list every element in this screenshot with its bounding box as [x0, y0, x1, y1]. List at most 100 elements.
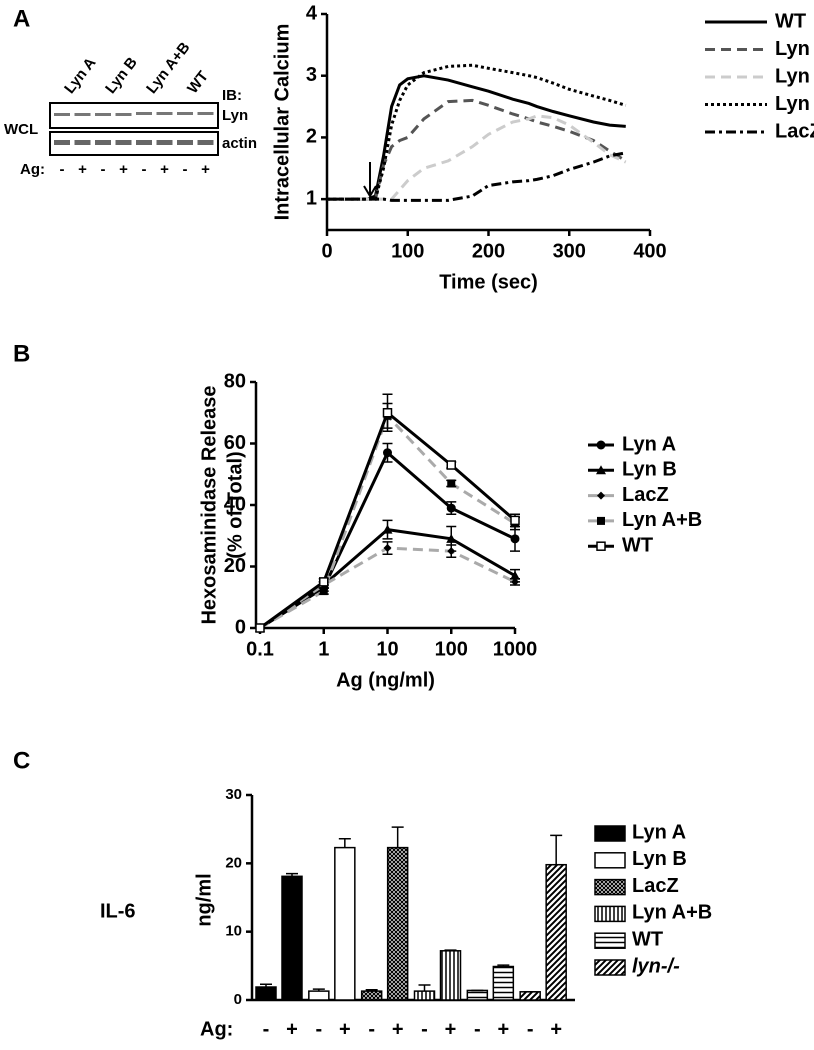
series-line	[327, 151, 627, 202]
x-tick-label: +	[445, 1018, 457, 1040]
marker	[446, 503, 456, 513]
y-axis-title: Hexosaminidase Release	[198, 385, 220, 624]
band	[156, 112, 173, 115]
band	[115, 140, 132, 145]
band	[177, 140, 193, 145]
stimulus-arrow	[363, 162, 377, 198]
y-tick-label: 3	[306, 64, 317, 86]
error-bar	[418, 984, 431, 992]
y-tick-label: 0	[235, 616, 246, 638]
marker	[382, 524, 393, 534]
legend-label: lyn-/-	[632, 955, 680, 977]
legend-label: LacZ	[622, 484, 669, 506]
treatment-sign: +	[160, 161, 169, 178]
x-tick-label: +	[550, 1018, 562, 1040]
legend-swatch	[594, 825, 626, 842]
marker	[447, 479, 456, 488]
blot-row-label: Lyn	[222, 107, 248, 124]
series-line	[259, 546, 516, 630]
error-bar	[550, 834, 563, 865]
legend-label: Lyn A+B	[775, 93, 814, 115]
bar	[413, 990, 436, 1001]
lane-label: WT	[184, 68, 212, 97]
y-tick-label: 30	[225, 786, 242, 803]
x-tick-label: 100	[391, 240, 424, 262]
panel-label: C	[13, 747, 30, 774]
marker	[511, 577, 519, 586]
legend-marker	[597, 516, 605, 525]
bar	[466, 989, 489, 1001]
y-tick-label: 10	[225, 923, 242, 940]
panel-label: B	[13, 340, 30, 367]
x-tick-label: 300	[553, 240, 586, 262]
marker	[319, 587, 328, 596]
treatment-sign: +	[78, 161, 87, 178]
legend-label: Lyn A+B	[622, 509, 702, 531]
marker	[383, 448, 392, 458]
ib-label: IB:	[222, 87, 242, 104]
y-tick-label: 20	[224, 555, 246, 577]
bar	[308, 990, 330, 1001]
x-tick-label: -	[421, 1018, 428, 1040]
bar	[386, 846, 409, 1001]
legend-label: LacZ	[775, 120, 814, 142]
treatment-sign: -	[101, 161, 106, 178]
band	[197, 112, 214, 115]
x-tick-label: -	[368, 1018, 375, 1040]
band	[74, 113, 91, 116]
treatment-sign: -	[183, 161, 188, 178]
band	[136, 112, 152, 115]
x-tick-label: 200	[472, 240, 505, 262]
x-axis-title: Ag (ng/ml)	[336, 669, 435, 691]
marker	[446, 460, 456, 470]
band	[115, 113, 132, 116]
legend-marker	[597, 491, 605, 500]
bar	[281, 875, 303, 1001]
treatment-label: Ag:	[20, 161, 45, 178]
legend-swatch	[594, 852, 626, 869]
y-tick-label: 4	[306, 2, 318, 24]
y-tick-label: 0	[234, 991, 242, 1008]
bar	[334, 846, 356, 1001]
x-tick-label: -	[263, 1018, 270, 1040]
legend-label: LacZ	[632, 875, 679, 897]
legend-label: WT	[622, 534, 653, 556]
band	[54, 140, 70, 145]
x-tick-label: 0.1	[246, 638, 274, 660]
x-tick-label: 1	[318, 638, 329, 660]
series-line	[327, 114, 627, 201]
legend-label: Lyn A	[775, 38, 814, 60]
western-blot: IB: Lyn actin WCL Ag: Lyn A Lyn B Lyn A+BW…	[4, 39, 257, 178]
y-axis-title: Intracellular Calcium	[271, 24, 293, 221]
marker	[510, 515, 520, 526]
x-axis-title: Time (sec)	[439, 271, 538, 293]
blot-row-label: actin	[222, 135, 257, 152]
x-tick-label: -	[315, 1018, 322, 1040]
series-line	[327, 98, 627, 201]
lane-label: Lyn A	[61, 54, 99, 97]
band	[95, 113, 111, 116]
band	[136, 140, 152, 145]
series-line	[327, 74, 626, 201]
legend-label: Lyn A	[632, 821, 686, 843]
x-tick-label: 400	[633, 240, 666, 262]
marker	[510, 534, 520, 544]
error-bar	[338, 837, 351, 848]
x-tick-label: +	[286, 1018, 298, 1040]
band	[156, 140, 173, 145]
legend-label: Lyn A	[622, 433, 676, 455]
y-tick-label: 20	[225, 854, 242, 871]
treatment-sign: +	[201, 161, 210, 178]
treatment-sign: -	[60, 161, 65, 178]
treatment-sign: -	[142, 161, 147, 178]
bar	[439, 950, 462, 1001]
legend-label: Lyn B	[622, 459, 677, 481]
panel-label: A	[13, 5, 30, 32]
bar	[255, 986, 277, 1001]
band	[95, 140, 111, 145]
x-tick-label: -	[474, 1018, 481, 1040]
band	[177, 112, 193, 115]
series-line	[327, 63, 627, 201]
band	[74, 140, 91, 145]
